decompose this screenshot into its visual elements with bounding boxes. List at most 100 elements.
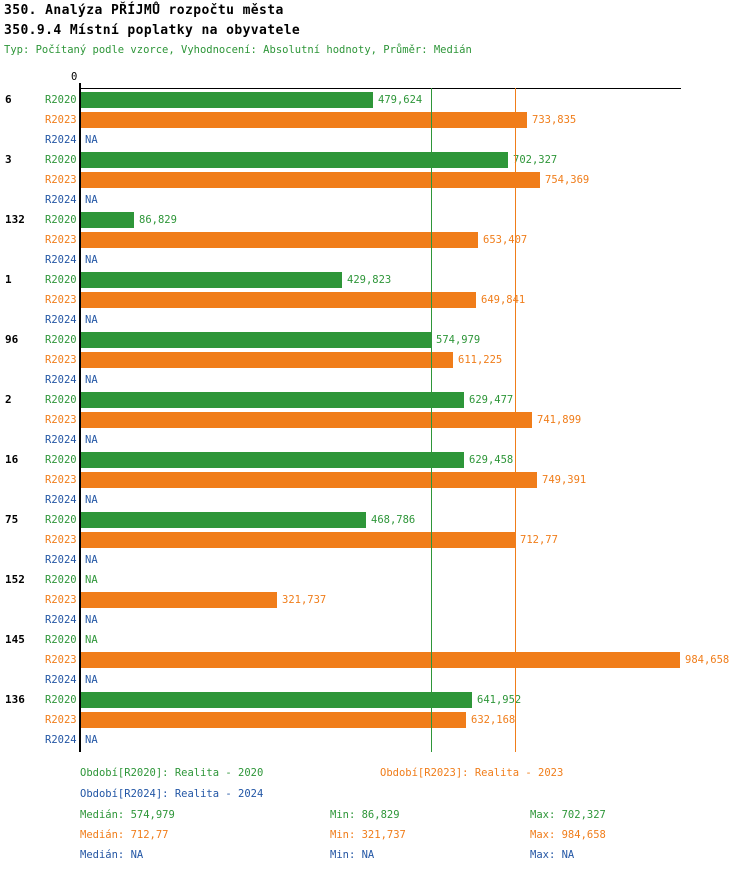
bar-r2020 (81, 92, 373, 108)
bar-r2020 (81, 512, 366, 528)
series-label-r2023: R2023 (45, 234, 77, 246)
series-label-r2024: R2024 (45, 674, 77, 686)
bar-r2023 (81, 112, 527, 128)
legend-r2020: Období[R2020]: Realita - 2020 (80, 767, 264, 779)
bar-value-label: 653,407 (483, 234, 528, 246)
series-label-r2020: R2020 (45, 94, 77, 106)
series-label-r2024: R2024 (45, 614, 77, 626)
na-value-label: NA (85, 734, 98, 746)
stat-min-2020: Min: 86,829 (330, 809, 400, 821)
series-label-r2020: R2020 (45, 514, 77, 526)
na-value-label: NA (85, 554, 98, 566)
bar-r2023 (81, 172, 540, 188)
group-id-label: 96 (5, 333, 19, 346)
series-label-r2024: R2024 (45, 734, 77, 746)
bar-value-label: 649,841 (481, 294, 526, 306)
bar-r2020 (81, 392, 464, 408)
series-label-r2020: R2020 (45, 574, 77, 586)
stat-max-2023: Max: 984,658 (530, 829, 606, 841)
bar-r2023 (81, 412, 532, 428)
bar-value-label: 733,835 (532, 114, 577, 126)
stat-median-2024: Medián: NA (80, 849, 144, 861)
bar-value-label: 984,658 (685, 654, 730, 666)
bar-r2020 (81, 152, 508, 168)
y-axis-line (79, 83, 81, 752)
series-label-r2023: R2023 (45, 534, 77, 546)
report-title-line1: 350. Analýza PŘÍJMŮ rozpočtu města (4, 3, 284, 18)
bar-r2023 (81, 232, 478, 248)
stat-min-2024: Min: NA (330, 849, 375, 861)
bar-r2020 (81, 332, 431, 348)
na-value-label: NA (85, 574, 98, 586)
bar-value-label: 611,225 (458, 354, 503, 366)
stat-median-2023: Medián: 712,77 (80, 829, 169, 841)
series-label-r2023: R2023 (45, 654, 77, 666)
na-value-label: NA (85, 254, 98, 266)
na-value-label: NA (85, 634, 98, 646)
series-label-r2020: R2020 (45, 694, 77, 706)
na-value-label: NA (85, 374, 98, 386)
bar-r2020 (81, 212, 134, 228)
bar-chart: 6 R2020 479,624 R2023 733,835 R2024 NA 3 R2020 70… (0, 78, 750, 760)
series-label-r2024: R2024 (45, 254, 77, 266)
bar-r2023 (81, 292, 476, 308)
bar-r2023 (81, 652, 680, 668)
na-value-label: NA (85, 134, 98, 146)
bar-value-label: 712,77 (520, 534, 558, 546)
x-axis-line (81, 88, 681, 89)
na-value-label: NA (85, 614, 98, 626)
series-label-r2020: R2020 (45, 334, 77, 346)
x-axis-origin-label: 0 (71, 71, 78, 83)
stat-min-2023: Min: 321,737 (330, 829, 406, 841)
legend-r2024: Období[R2024]: Realita - 2024 (80, 788, 264, 800)
series-label-r2023: R2023 (45, 354, 77, 366)
bar-value-label: 754,369 (545, 174, 590, 186)
series-label-r2024: R2024 (45, 494, 77, 506)
report-title-line2: 350.9.4 Místní poplatky na obyvatele (4, 23, 301, 38)
group-id-label: 2 (5, 393, 12, 406)
bar-r2023 (81, 592, 277, 608)
group-id-label: 132 (5, 213, 25, 226)
group-id-label: 152 (5, 573, 25, 586)
bar-value-label: 741,899 (537, 414, 582, 426)
report-subtitle: Typ: Počítaný podle vzorce, Vyhodnocení:… (4, 44, 472, 56)
bar-r2020 (81, 452, 464, 468)
group-id-label: 136 (5, 693, 25, 706)
series-label-r2023: R2023 (45, 414, 77, 426)
na-value-label: NA (85, 494, 98, 506)
series-label-r2023: R2023 (45, 714, 77, 726)
bar-r2023 (81, 532, 515, 548)
bar-value-label: 702,327 (513, 154, 558, 166)
stat-max-2020: Max: 702,327 (530, 809, 606, 821)
bar-value-label: 321,737 (282, 594, 327, 606)
series-label-r2023: R2023 (45, 474, 77, 486)
median-2020-line (431, 88, 432, 752)
na-value-label: NA (85, 674, 98, 686)
group-id-label: 1 (5, 273, 12, 286)
bar-r2023 (81, 472, 537, 488)
na-value-label: NA (85, 434, 98, 446)
series-label-r2020: R2020 (45, 214, 77, 226)
bar-value-label: 632,168 (471, 714, 516, 726)
median-2023-line (515, 88, 516, 752)
series-label-r2020: R2020 (45, 154, 77, 166)
bar-value-label: 749,391 (542, 474, 587, 486)
group-id-label: 75 (5, 513, 19, 526)
series-label-r2023: R2023 (45, 594, 77, 606)
group-id-label: 145 (5, 633, 25, 646)
bar-value-label: 479,624 (378, 94, 423, 106)
stat-max-2024: Max: NA (530, 849, 575, 861)
bar-r2020 (81, 692, 472, 708)
series-label-r2024: R2024 (45, 314, 77, 326)
bar-value-label: 641,952 (477, 694, 522, 706)
na-value-label: NA (85, 194, 98, 206)
legend-r2023: Období[R2023]: Realita - 2023 (380, 767, 564, 779)
series-label-r2023: R2023 (45, 294, 77, 306)
bar-r2023 (81, 352, 453, 368)
group-id-label: 6 (5, 93, 12, 106)
bar-value-label: 629,458 (469, 454, 514, 466)
bar-r2023 (81, 712, 466, 728)
stat-median-2020: Medián: 574,979 (80, 809, 175, 821)
series-label-r2020: R2020 (45, 454, 77, 466)
series-label-r2020: R2020 (45, 634, 77, 646)
